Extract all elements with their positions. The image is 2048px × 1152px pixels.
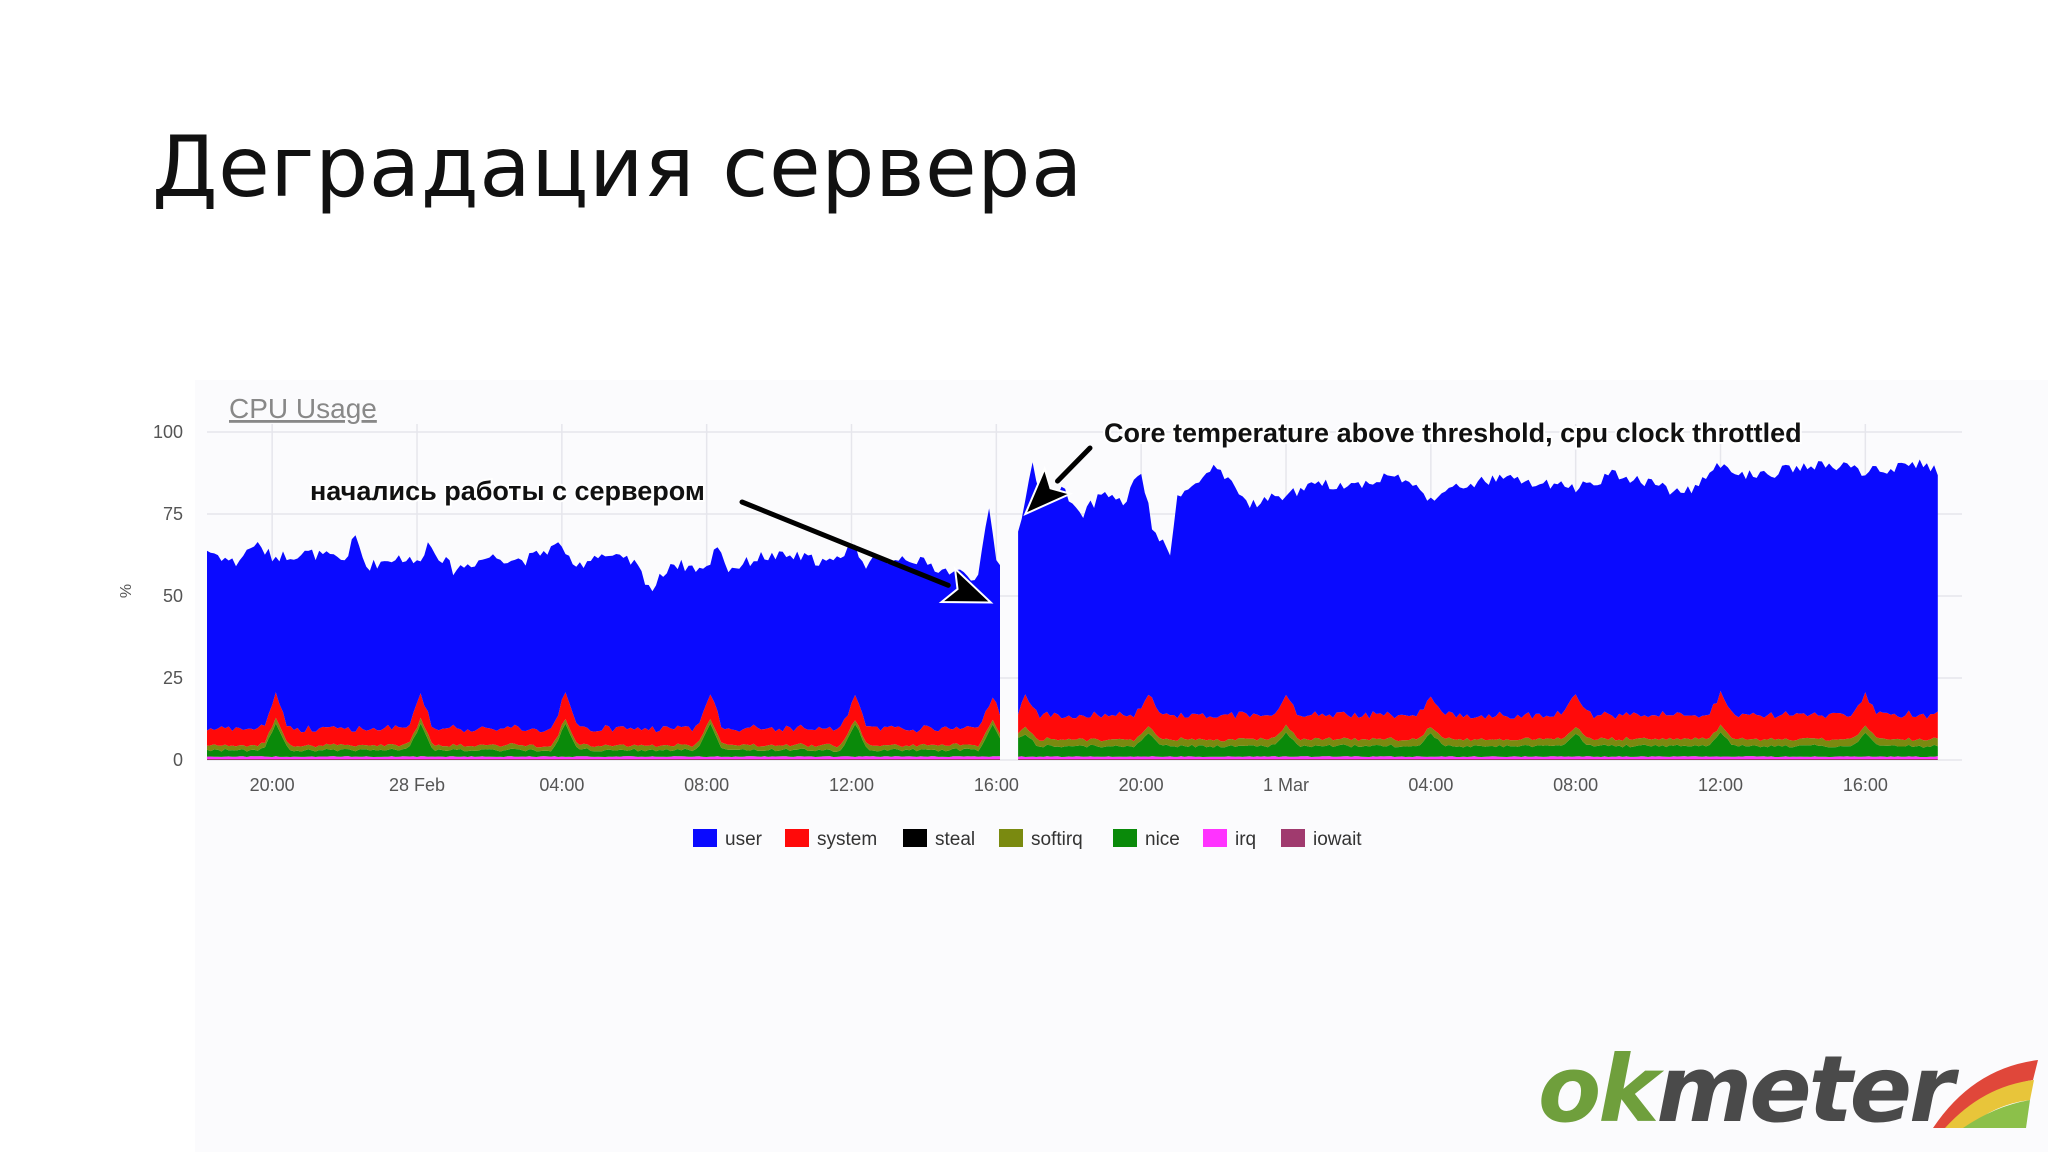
- chart-title: CPU Usage: [229, 393, 377, 424]
- slide-title: Деградация сервера: [152, 118, 1083, 216]
- x-tick-label: 16:00: [1843, 775, 1888, 795]
- legend-swatch-iowait: [1281, 829, 1305, 847]
- area-irq-segment-2: [1018, 756, 1938, 759]
- y-axis-label: %: [118, 584, 135, 598]
- area-nice-segment-2: [1018, 732, 1938, 757]
- annotation-throttled: Core temperature above threshold, cpu cl…: [1104, 418, 1802, 448]
- area-iowait-segment-2: [1018, 759, 1938, 760]
- x-tick-label: 1 Mar: [1263, 775, 1309, 795]
- legend-swatch-softirq: [999, 829, 1023, 847]
- y-tick-label: 75: [163, 504, 183, 524]
- area-system-segment-1: [207, 692, 1000, 748]
- legend-swatch-user: [693, 829, 717, 847]
- legend-swatch-nice: [1113, 829, 1137, 847]
- logo-wordmark: okmeter: [1538, 1040, 1954, 1140]
- logo-meter: meter: [1656, 1036, 1954, 1143]
- x-tick-label: 04:00: [539, 775, 584, 795]
- x-tick-label: 04:00: [1408, 775, 1453, 795]
- area-user-segment-2: [1018, 459, 1938, 719]
- arrow-head: [1023, 465, 1074, 516]
- legend-label-softirq: softirq: [1031, 829, 1083, 850]
- arrow-work-started: [739, 499, 994, 604]
- area-softirq-segment-1: [207, 717, 1000, 752]
- x-tick-label: 20:00: [1119, 775, 1164, 795]
- area-system-segment-2: [1018, 691, 1938, 742]
- arrow-shaft: [1055, 445, 1093, 484]
- x-tick-label: 28 Feb: [389, 775, 445, 795]
- legend-label-steal: steal: [935, 829, 975, 850]
- arrow-throttled: [1023, 445, 1093, 516]
- okmeter-logo: okmeter: [1538, 1040, 2038, 1140]
- legend-swatch-steal: [903, 829, 927, 847]
- area-user-segment-1: [207, 508, 1000, 733]
- legend: user system steal softirq nice irq iowait: [693, 829, 1362, 850]
- x-tick-label: 12:00: [829, 775, 874, 795]
- logo-ok: ok: [1538, 1036, 1659, 1143]
- y-tick-label: 25: [163, 668, 183, 688]
- legend-label-iowait: iowait: [1313, 829, 1362, 850]
- x-tick-label: 16:00: [974, 775, 1019, 795]
- arrow-head: [938, 566, 994, 604]
- area-irq-segment-1: [207, 756, 1000, 759]
- area-nice-segment-1: [207, 723, 1000, 757]
- y-tick-label: 100: [153, 422, 183, 442]
- legend-label-user: user: [725, 829, 763, 850]
- x-tick-label: 08:00: [684, 775, 729, 795]
- legend-label-system: system: [817, 829, 877, 850]
- area-iowait-segment-1: [207, 759, 1000, 760]
- y-tick-label: 0: [173, 750, 183, 770]
- y-tick-label: 50: [163, 586, 183, 606]
- legend-label-irq: irq: [1235, 829, 1256, 850]
- logo-swoosh-icon: [1933, 1060, 2038, 1128]
- legend-label-nice: nice: [1145, 829, 1180, 850]
- cpu-usage-chart: 0 25 50 75 100% 20:00 28 Feb 04:00 08:00 12:00 16:…: [118, 393, 1962, 850]
- stacked-areas: [207, 459, 1938, 760]
- legend-swatch-system: [785, 829, 809, 847]
- x-tick-label: 20:00: [250, 775, 295, 795]
- x-tick-label: 08:00: [1553, 775, 1598, 795]
- annotation-work-started: начались работы с сервером: [310, 476, 705, 506]
- legend-swatch-irq: [1203, 829, 1227, 847]
- arrow-shaft: [739, 499, 951, 588]
- x-tick-label: 12:00: [1698, 775, 1743, 795]
- area-softirq-segment-2: [1018, 724, 1938, 748]
